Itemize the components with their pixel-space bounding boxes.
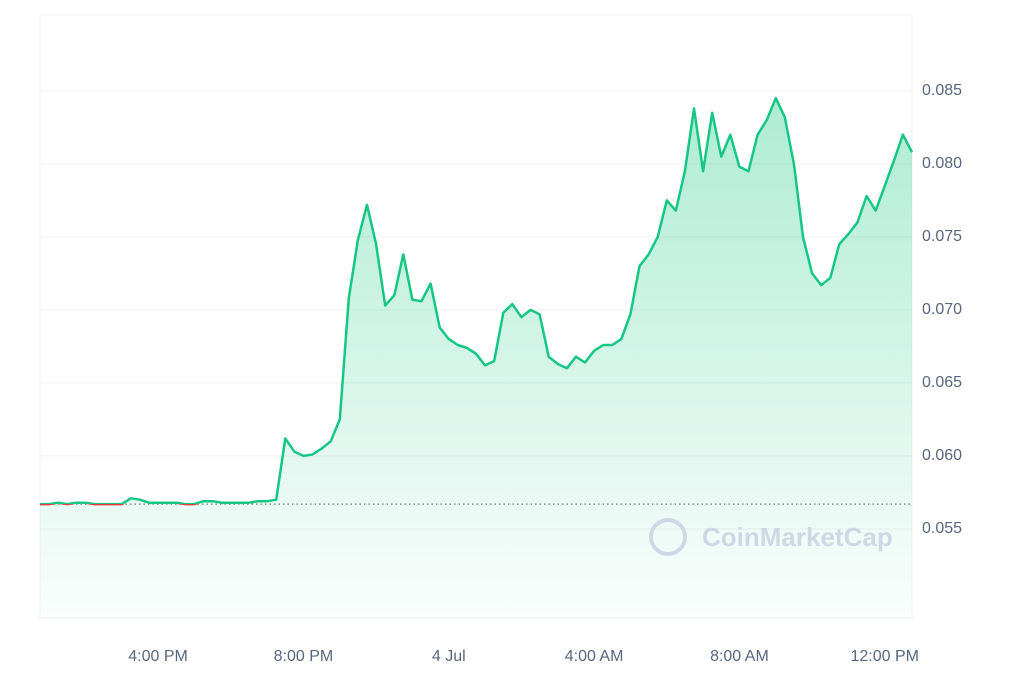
watermark: CoinMarketCap: [649, 518, 893, 556]
x-tick-label: 4 Jul: [432, 648, 466, 665]
watermark-logo: [649, 518, 687, 556]
price-line: [40, 96, 914, 506]
y-tick-label: 0.080: [922, 155, 962, 172]
y-tick-label: 0.060: [922, 447, 962, 464]
y-tick-label: 0.070: [922, 301, 962, 318]
price-area: [40, 98, 912, 618]
x-tick-label: 8:00 AM: [710, 648, 769, 665]
y-tick-label: 0.075: [922, 228, 962, 245]
x-tick-label: 12:00 PM: [851, 648, 919, 665]
y-tick-label: 0.065: [922, 374, 962, 391]
x-tick-label: 8:00 PM: [274, 648, 334, 665]
x-tick-label: 4:00 PM: [128, 648, 188, 665]
y-tick-label: 0.085: [922, 82, 962, 99]
watermark-text: CoinMarketCap: [702, 522, 893, 552]
x-tick-label: 4:00 AM: [565, 648, 624, 665]
y-tick-label: 0.055: [922, 520, 962, 537]
